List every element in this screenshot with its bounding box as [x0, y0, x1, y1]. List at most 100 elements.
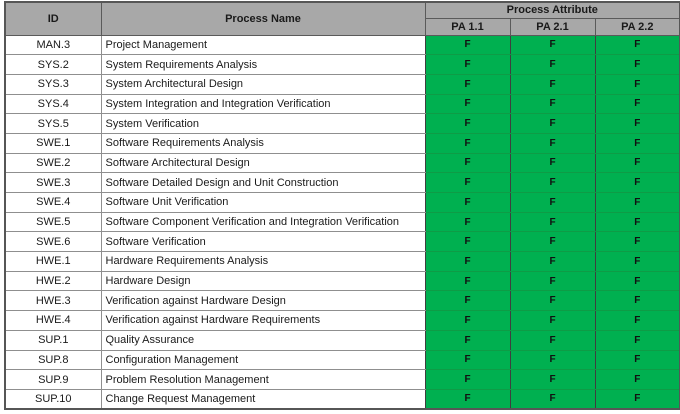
rating-cell-pa-2-2[interactable]: F — [594, 349, 680, 371]
rating-cell-pa-2-1[interactable]: F — [509, 251, 596, 272]
rating-cell-pa-1-1[interactable]: F — [424, 172, 511, 193]
rating-cell-pa-2-2[interactable]: F — [594, 132, 680, 154]
process-name-cell[interactable]: Configuration Management — [100, 349, 426, 371]
rating-cell-pa-1-1[interactable]: F — [424, 152, 511, 174]
rating-cell-pa-2-2[interactable]: F — [594, 369, 680, 390]
process-name-cell[interactable]: Software Verification — [100, 231, 426, 253]
rating-cell-pa-1-1[interactable]: F — [424, 270, 511, 292]
process-name-cell[interactable]: Verification against Hardware Design — [100, 290, 426, 312]
rating-cell-pa-2-1[interactable]: F — [509, 310, 596, 331]
rating-cell-pa-2-2[interactable]: F — [594, 172, 680, 193]
rating-cell-pa-2-1[interactable]: F — [509, 329, 596, 351]
rating-cell-pa-2-2[interactable]: F — [594, 211, 680, 233]
rating-cell-pa-1-1[interactable]: F — [424, 231, 511, 253]
process-id-cell[interactable]: SWE.6 — [4, 231, 102, 253]
process-name-cell[interactable]: Project Management — [100, 34, 426, 56]
rating-cell-pa-2-2[interactable]: F — [594, 310, 680, 331]
rating-cell-pa-2-2[interactable]: F — [594, 93, 680, 115]
rating-cell-pa-2-2[interactable]: F — [594, 290, 680, 312]
process-id-cell[interactable]: SWE.2 — [4, 152, 102, 174]
process-id-cell[interactable]: MAN.3 — [4, 34, 102, 56]
rating-cell-pa-2-2[interactable]: F — [594, 54, 680, 75]
process-name-cell[interactable]: Verification against Hardware Requiremen… — [100, 310, 426, 331]
process-name-cell[interactable]: Hardware Requirements Analysis — [100, 251, 426, 272]
rating-cell-pa-2-1[interactable]: F — [509, 388, 596, 410]
rating-cell-pa-2-1[interactable]: F — [509, 270, 596, 292]
rating-cell-pa-2-2[interactable]: F — [594, 388, 680, 410]
rating-cell-pa-1-1[interactable]: F — [424, 113, 511, 134]
process-id-cell[interactable]: SUP.10 — [4, 388, 102, 410]
rating-cell-pa-1-1[interactable]: F — [424, 34, 511, 56]
rating-cell-pa-2-1[interactable]: F — [509, 152, 596, 174]
column-header-pa-1-1[interactable]: PA 1.1 — [424, 17, 511, 36]
process-id-cell[interactable]: SYS.4 — [4, 93, 102, 115]
process-id-cell[interactable]: SYS.5 — [4, 113, 102, 134]
process-name-cell[interactable]: System Architectural Design — [100, 73, 426, 95]
process-id-cell[interactable]: SUP.8 — [4, 349, 102, 371]
process-name-cell[interactable]: Software Component Verification and Inte… — [100, 211, 426, 233]
rating-cell-pa-2-1[interactable]: F — [509, 34, 596, 56]
process-id-cell[interactable]: HWE.2 — [4, 270, 102, 292]
rating-cell-pa-2-2[interactable]: F — [594, 192, 680, 213]
rating-cell-pa-2-2[interactable]: F — [594, 73, 680, 95]
process-id-cell[interactable]: SWE.5 — [4, 211, 102, 233]
rating-cell-pa-1-1[interactable]: F — [424, 192, 511, 213]
column-header-pa-2-1[interactable]: PA 2.1 — [509, 17, 596, 36]
process-name-cell[interactable]: Hardware Design — [100, 270, 426, 292]
process-id-cell[interactable]: HWE.4 — [4, 310, 102, 331]
process-name-cell[interactable]: Problem Resolution Management — [100, 369, 426, 390]
rating-cell-pa-2-1[interactable]: F — [509, 290, 596, 312]
rating-cell-pa-1-1[interactable]: F — [424, 54, 511, 75]
process-name-cell[interactable]: System Requirements Analysis — [100, 54, 426, 75]
rating-cell-pa-1-1[interactable]: F — [424, 349, 511, 371]
rating-cell-pa-2-1[interactable]: F — [509, 132, 596, 154]
process-id-cell[interactable]: HWE.1 — [4, 251, 102, 272]
rating-cell-pa-2-2[interactable]: F — [594, 270, 680, 292]
rating-cell-pa-2-1[interactable]: F — [509, 192, 596, 213]
rating-cell-pa-1-1[interactable]: F — [424, 329, 511, 351]
rating-cell-pa-1-1[interactable]: F — [424, 93, 511, 115]
process-name-cell[interactable]: Software Unit Verification — [100, 192, 426, 213]
column-header-process-name[interactable]: Process Name — [100, 1, 426, 36]
rating-cell-pa-1-1[interactable]: F — [424, 290, 511, 312]
process-name-cell[interactable]: Software Architectural Design — [100, 152, 426, 174]
rating-cell-pa-2-2[interactable]: F — [594, 329, 680, 351]
process-id-cell[interactable]: HWE.3 — [4, 290, 102, 312]
rating-cell-pa-1-1[interactable]: F — [424, 211, 511, 233]
rating-cell-pa-2-1[interactable]: F — [509, 369, 596, 390]
rating-cell-pa-2-2[interactable]: F — [594, 251, 680, 272]
rating-cell-pa-1-1[interactable]: F — [424, 310, 511, 331]
process-name-cell[interactable]: Quality Assurance — [100, 329, 426, 351]
column-header-pa-2-2[interactable]: PA 2.2 — [594, 17, 680, 36]
rating-cell-pa-2-1[interactable]: F — [509, 231, 596, 253]
rating-cell-pa-1-1[interactable]: F — [424, 388, 511, 410]
column-header-id[interactable]: ID — [4, 1, 102, 36]
rating-cell-pa-2-2[interactable]: F — [594, 34, 680, 56]
rating-cell-pa-1-1[interactable]: F — [424, 132, 511, 154]
process-id-cell[interactable]: SWE.4 — [4, 192, 102, 213]
rating-cell-pa-2-1[interactable]: F — [509, 349, 596, 371]
rating-cell-pa-2-1[interactable]: F — [509, 73, 596, 95]
process-id-cell[interactable]: SYS.2 — [4, 54, 102, 75]
process-id-cell[interactable]: SWE.1 — [4, 132, 102, 154]
rating-cell-pa-1-1[interactable]: F — [424, 369, 511, 390]
process-name-cell[interactable]: Software Requirements Analysis — [100, 132, 426, 154]
process-name-cell[interactable]: System Integration and Integration Verif… — [100, 93, 426, 115]
process-id-cell[interactable]: SWE.3 — [4, 172, 102, 193]
process-name-cell[interactable]: Software Detailed Design and Unit Constr… — [100, 172, 426, 193]
process-id-cell[interactable]: SUP.1 — [4, 329, 102, 351]
rating-cell-pa-2-2[interactable]: F — [594, 231, 680, 253]
rating-cell-pa-1-1[interactable]: F — [424, 251, 511, 272]
process-name-cell[interactable]: System Verification — [100, 113, 426, 134]
rating-cell-pa-2-1[interactable]: F — [509, 172, 596, 193]
rating-cell-pa-2-2[interactable]: F — [594, 152, 680, 174]
rating-cell-pa-2-1[interactable]: F — [509, 93, 596, 115]
rating-cell-pa-2-1[interactable]: F — [509, 54, 596, 75]
process-name-cell[interactable]: Change Request Management — [100, 388, 426, 410]
rating-cell-pa-2-2[interactable]: F — [594, 113, 680, 134]
process-id-cell[interactable]: SYS.3 — [4, 73, 102, 95]
rating-cell-pa-1-1[interactable]: F — [424, 73, 511, 95]
column-header-process-attribute[interactable]: Process Attribute — [424, 1, 680, 19]
rating-cell-pa-2-1[interactable]: F — [509, 113, 596, 134]
process-id-cell[interactable]: SUP.9 — [4, 369, 102, 390]
